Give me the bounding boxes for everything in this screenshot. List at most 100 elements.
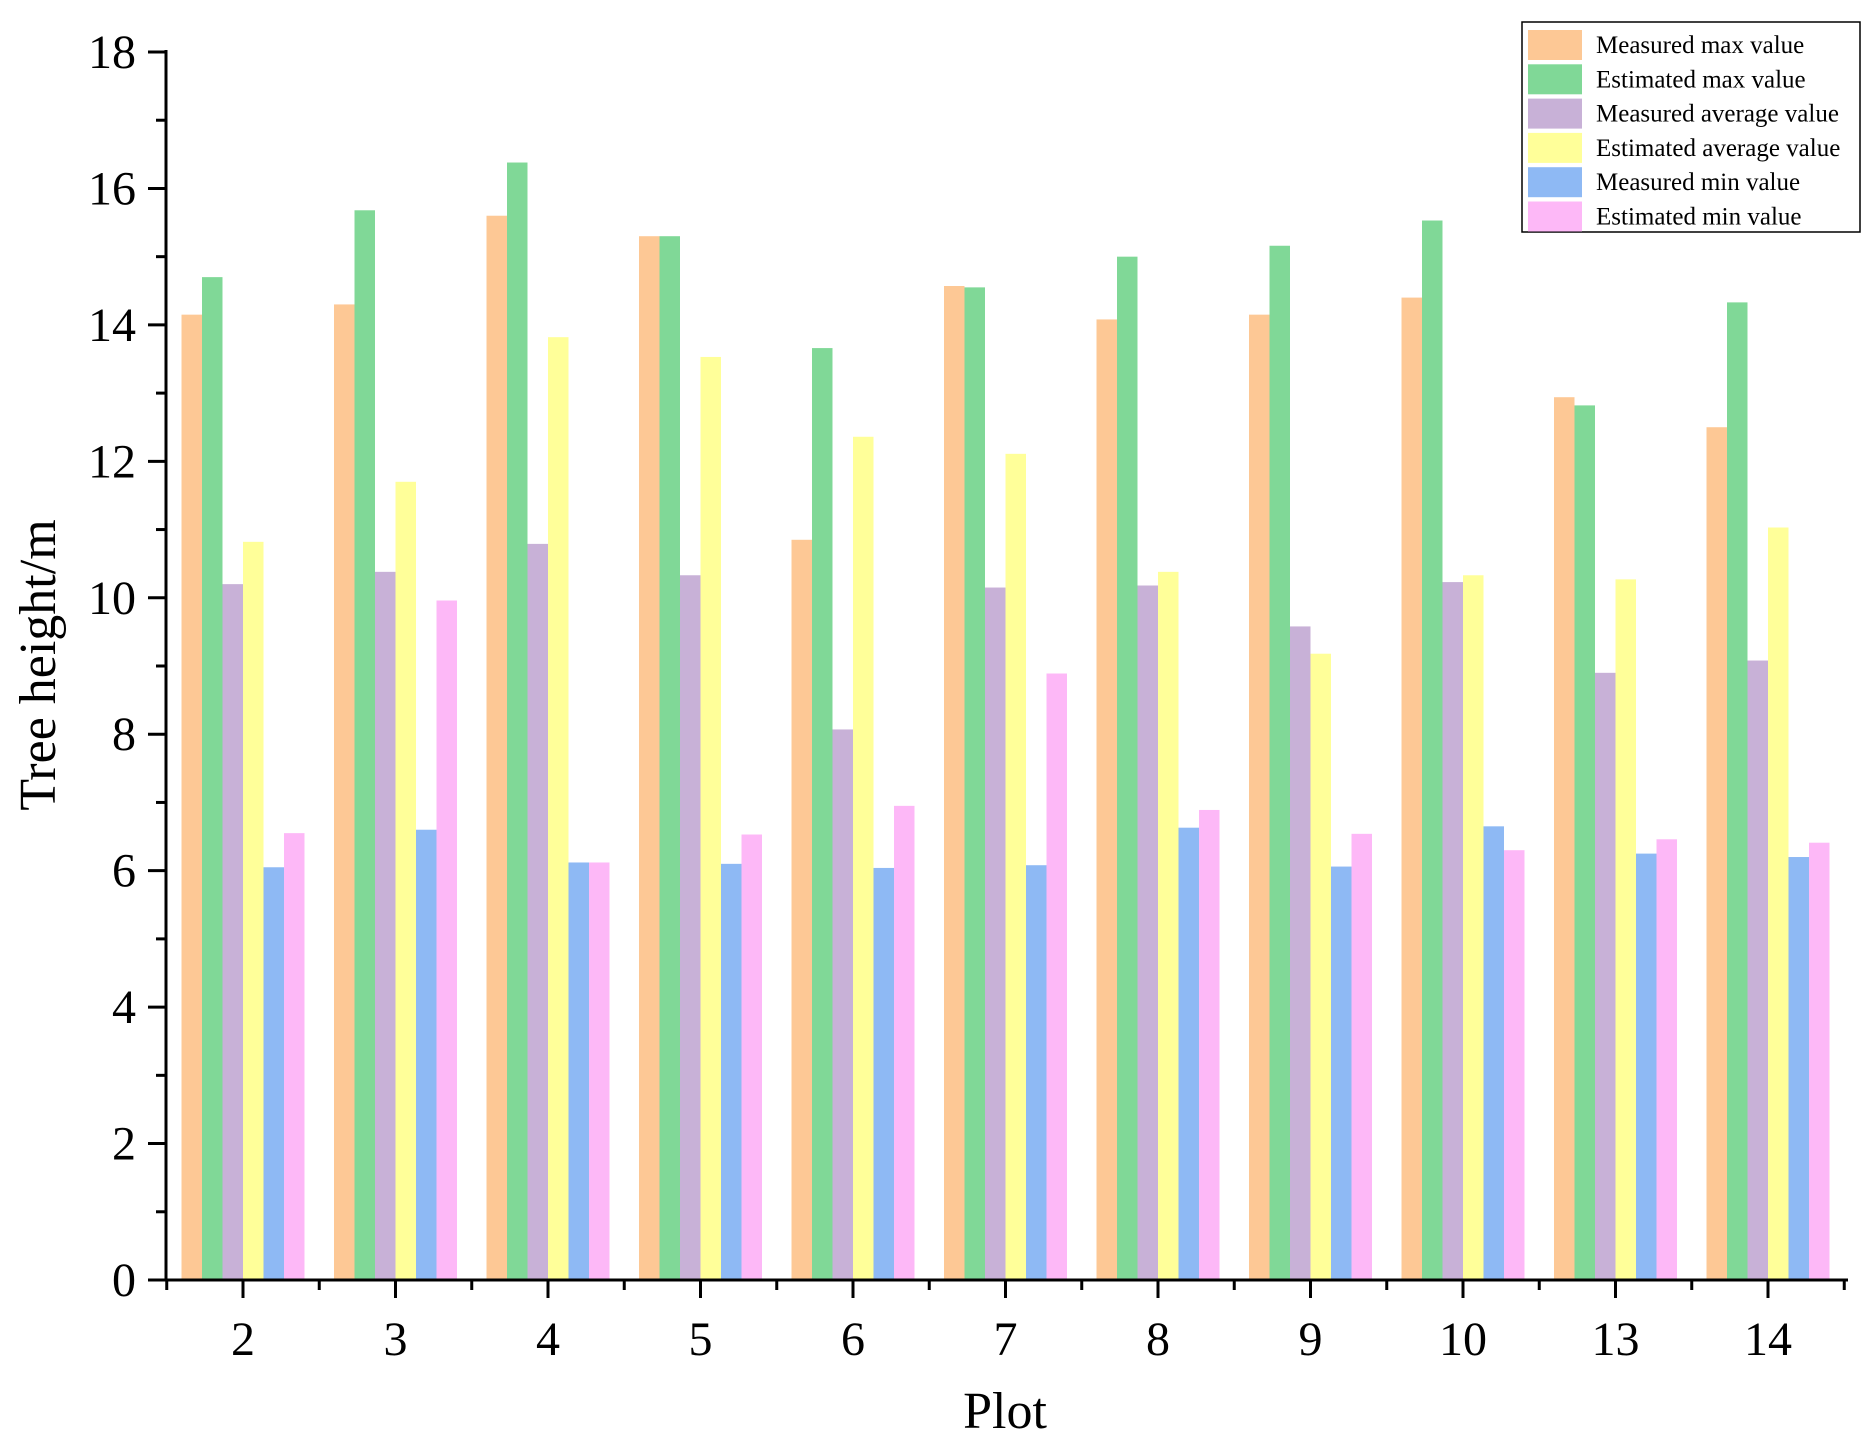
bar-plot-3-series-4 (416, 829, 437, 1280)
bar-plot-2-series-2 (222, 584, 243, 1280)
bar-plot-9-series-1 (1269, 245, 1290, 1280)
bar-plot-14-series-5 (1809, 842, 1830, 1280)
bars-layer (181, 162, 1830, 1281)
bar-plot-5-series-4 (721, 863, 742, 1280)
y-tick-label: 4 (112, 981, 136, 1034)
bar-plot-3-series-1 (354, 210, 375, 1280)
x-tick-label: 10 (1439, 1313, 1487, 1366)
bar-plot-14-series-0 (1706, 427, 1727, 1281)
y-tick-label: 12 (88, 435, 136, 488)
bar-plot-13-series-1 (1574, 405, 1595, 1280)
x-tick-label: 3 (384, 1313, 408, 1366)
y-tick-label: 14 (88, 299, 136, 352)
bar-plot-10-series-0 (1401, 297, 1422, 1281)
bar-plot-8-series-1 (1117, 256, 1138, 1280)
x-axis-title: Plot (963, 1383, 1047, 1440)
legend-label-2: Measured average value (1596, 101, 1839, 128)
bar-plot-6-series-0 (791, 539, 812, 1280)
bar-plot-5-series-3 (700, 356, 721, 1280)
legend-swatch-4 (1528, 167, 1582, 198)
y-axis-title: Tree height/m (10, 519, 67, 810)
bar-plot-5-series-1 (659, 236, 680, 1281)
y-tick-label: 0 (112, 1254, 136, 1307)
x-tick-label: 2 (231, 1313, 255, 1366)
legend-label-5: Estimated min value (1596, 204, 1802, 231)
legend-swatch-0 (1528, 30, 1582, 60)
bar-plot-10-series-5 (1504, 850, 1525, 1280)
bar-plot-3-series-0 (334, 304, 355, 1280)
bar-plot-2-series-0 (181, 314, 202, 1280)
bar-plot-2-series-3 (243, 541, 264, 1280)
bar-plot-9-series-0 (1249, 314, 1270, 1280)
bar-plot-9-series-5 (1351, 833, 1372, 1280)
bar-plot-5-series-2 (680, 575, 701, 1280)
bar-plot-9-series-3 (1310, 653, 1331, 1280)
bar-plot-9-series-4 (1331, 866, 1352, 1280)
legend-swatch-1 (1528, 64, 1582, 95)
bar-plot-7-series-1 (964, 287, 985, 1280)
legend-label-0: Measured max value (1596, 32, 1804, 59)
bar-plot-8-series-2 (1137, 585, 1158, 1280)
y-tick-label: 2 (112, 1118, 136, 1171)
bar-plot-8-series-4 (1178, 827, 1199, 1280)
y-tick-label: 18 (88, 26, 136, 79)
legend-swatch-3 (1528, 132, 1582, 163)
legend-swatch-2 (1528, 98, 1582, 129)
bar-plot-4-series-3 (548, 337, 569, 1280)
x-tick-label: 13 (1592, 1313, 1640, 1366)
legend-label-4: Measured min value (1596, 169, 1800, 196)
bar-plot-14-series-1 (1727, 302, 1748, 1280)
bar-plot-2-series-4 (263, 867, 284, 1280)
axes-layer: 0 2 4 6 8 10 12 14 16 18 2 3 4 5 6 7 8 9 10 13 14 (88, 26, 1848, 1366)
x-tick-label: 4 (536, 1313, 560, 1366)
bar-plot-6-series-4 (873, 867, 894, 1280)
bar-plot-13-series-4 (1636, 853, 1657, 1280)
bar-plot-2-series-1 (202, 277, 223, 1280)
legend: Measured max value Estimated max value Mea… (1521, 21, 1861, 233)
bar-plot-3-series-2 (375, 571, 396, 1280)
bar-plot-6-series-2 (832, 729, 853, 1280)
legend-swatch-5 (1528, 201, 1582, 232)
bar-plot-7-series-3 (1005, 453, 1026, 1281)
bar-plot-4-series-5 (589, 862, 610, 1280)
y-tick-label: 10 (88, 572, 136, 625)
bar-plot-7-series-4 (1026, 865, 1047, 1280)
bar-plot-8-series-3 (1158, 571, 1179, 1280)
x-tick-label: 9 (1299, 1313, 1323, 1366)
bar-plot-13-series-3 (1615, 579, 1636, 1280)
x-tick-label: 7 (994, 1313, 1018, 1366)
y-tick-label: 6 (112, 845, 136, 898)
bar-plot-9-series-2 (1290, 626, 1311, 1280)
bar-plot-5-series-0 (639, 236, 660, 1281)
bar-plot-10-series-2 (1442, 582, 1463, 1280)
bar-plot-13-series-0 (1554, 397, 1575, 1280)
bar-plot-6-series-5 (894, 805, 915, 1280)
bar-plot-4-series-2 (527, 543, 548, 1280)
bar-plot-5-series-5 (741, 834, 762, 1280)
x-tick-label: 14 (1744, 1313, 1792, 1366)
x-tick-label: 8 (1146, 1313, 1170, 1366)
x-tick-label: 6 (841, 1313, 865, 1366)
bar-plot-10-series-4 (1483, 826, 1504, 1280)
bar-plot-10-series-1 (1422, 220, 1443, 1280)
bar-plot-14-series-3 (1768, 527, 1789, 1280)
bar-plot-7-series-0 (944, 286, 965, 1280)
bar-plot-3-series-5 (436, 600, 457, 1280)
bar-plot-3-series-3 (395, 481, 416, 1280)
y-tick-label: 16 (88, 162, 136, 215)
bar-plot-6-series-3 (853, 436, 874, 1280)
bar-plot-14-series-2 (1747, 660, 1768, 1280)
legend-label-1: Estimated max value (1596, 66, 1806, 93)
bar-plot-4-series-4 (568, 862, 589, 1280)
bar-plot-7-series-5 (1046, 673, 1067, 1280)
bar-plot-8-series-5 (1199, 809, 1220, 1280)
bar-plot-6-series-1 (812, 348, 833, 1281)
bar-plot-14-series-4 (1788, 857, 1809, 1280)
legend-label-3: Estimated average value (1596, 135, 1840, 162)
y-tick-label: 8 (112, 708, 136, 761)
bar-plot-8-series-0 (1096, 319, 1117, 1280)
bar-plot-4-series-1 (507, 162, 528, 1280)
bar-plot-13-series-2 (1595, 672, 1616, 1280)
